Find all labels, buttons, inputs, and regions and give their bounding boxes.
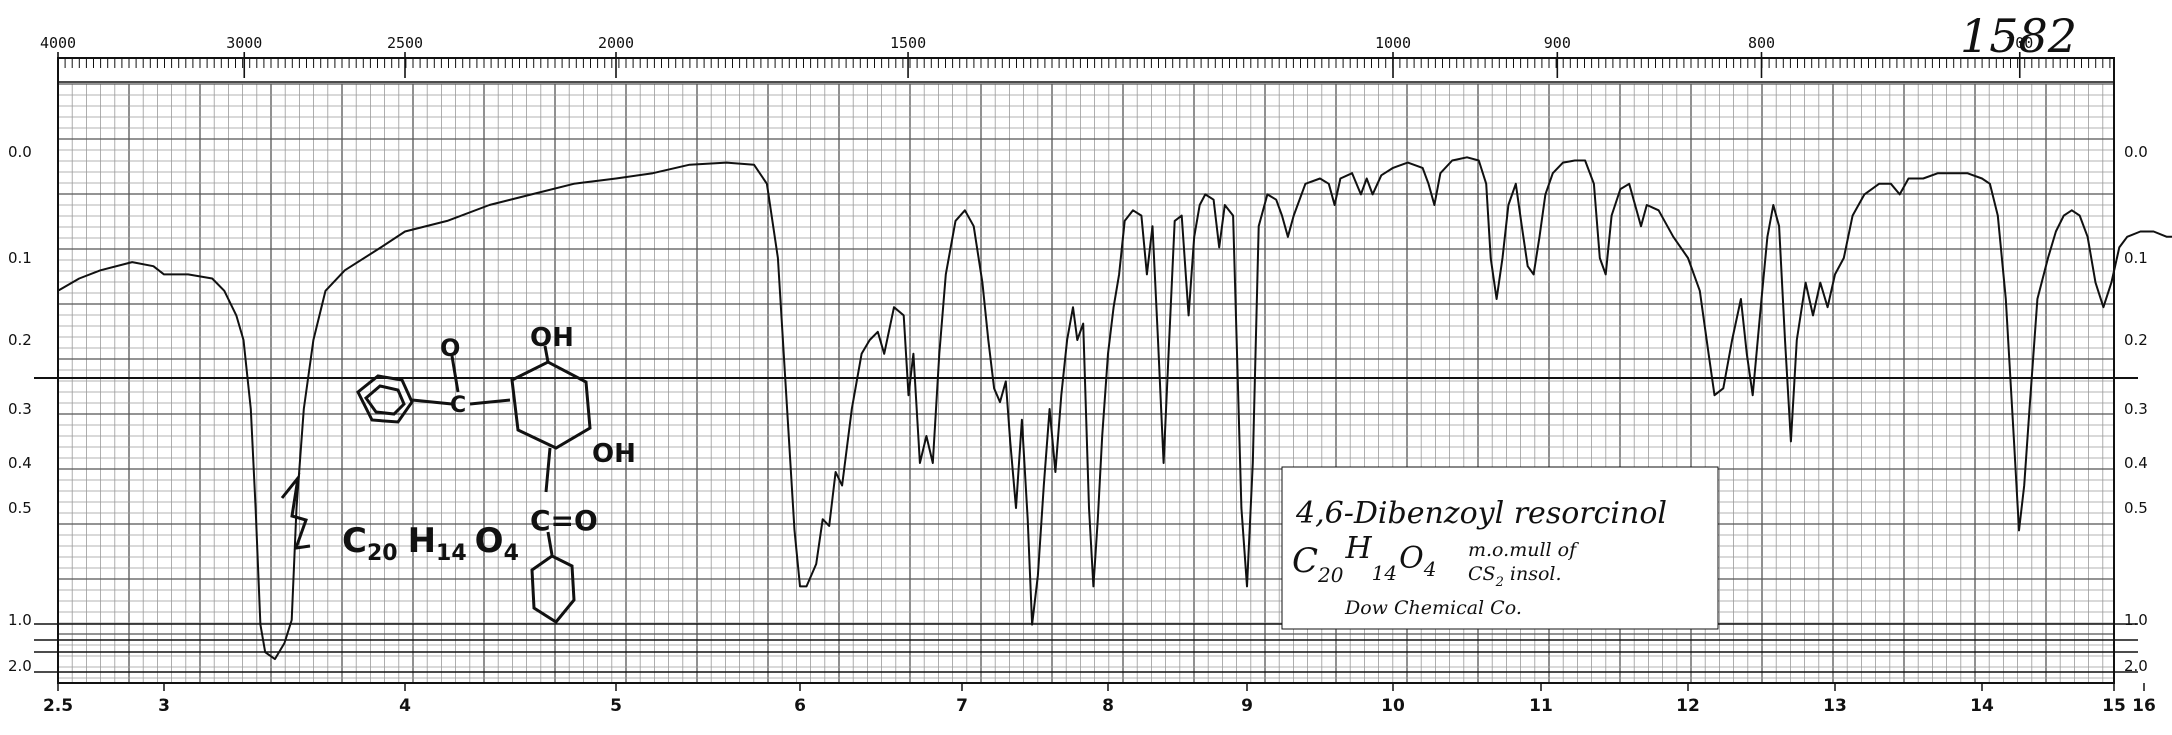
sketch-phenyl-ring-bottom bbox=[530, 554, 576, 624]
left-axis: 0.0 0.1 0.2 0.3 0.4 0.5 1.0 2.0 bbox=[8, 143, 32, 675]
sketch-carbonyl-top-label: O bbox=[440, 334, 460, 362]
left-axis-tick-label: 0.5 bbox=[8, 499, 32, 517]
left-axis-tick-label: 0.0 bbox=[8, 143, 32, 161]
structure-sketch bbox=[280, 345, 592, 624]
bottom-axis-tick-label: 2.5 bbox=[43, 696, 73, 716]
bottom-axis-tick-label: 11 bbox=[1529, 696, 1553, 716]
spectrum-number: 1582 bbox=[1960, 9, 2077, 63]
bottom-axis-tick-label: 14 bbox=[1970, 696, 1994, 716]
sketch-carbonyl-bottom-label: C=O bbox=[530, 504, 598, 537]
left-axis-tick-label: 1.0 bbox=[8, 611, 32, 629]
left-axis-tick-label: 0.3 bbox=[8, 400, 32, 418]
sketch-carbonyl-top-bond bbox=[450, 355, 460, 393]
top-axis-tick-label: 2000 bbox=[598, 34, 634, 52]
top-axis-tick-label: 700 bbox=[2006, 34, 2033, 52]
right-axis: 0.0 0.1 0.2 0.3 0.4 0.5 1.0 2.0 bbox=[2124, 143, 2148, 675]
sketch-bond-carbon-to-core bbox=[469, 398, 511, 406]
note-box bbox=[1281, 466, 1719, 630]
bottom-axis-tick-label: 13 bbox=[1823, 696, 1847, 716]
top-axis-tick-label: 2500 bbox=[387, 34, 423, 52]
sketch-carbonyl-top-c-label: C bbox=[450, 393, 466, 418]
bottom-axis: 2.5 3 4 5 6 7 8 9 10 11 12 13 14 15 16 bbox=[43, 683, 2156, 716]
sketch-oh-top-bond bbox=[543, 345, 550, 363]
bottom-axis-tick-label: 10 bbox=[1381, 696, 1405, 716]
right-axis-tick-label: 0.3 bbox=[2124, 400, 2148, 418]
sketch-oh-top-label: OH bbox=[530, 323, 574, 353]
top-axis: 4000 3000 2500 2000 1500 1000 900 800 700 bbox=[40, 34, 2111, 78]
bottom-axis-tick-label: 6 bbox=[794, 696, 806, 716]
note-formula: C20H14O4 bbox=[1292, 531, 1436, 587]
plot-frame-border bbox=[57, 57, 2115, 684]
note-sample-line-2: CS2 insol. bbox=[1468, 563, 1562, 590]
sketch-phenyl-inner-top bbox=[363, 384, 406, 416]
plot-frame bbox=[57, 57, 2115, 684]
right-axis-tick-label: 0.2 bbox=[2124, 331, 2148, 349]
sketch-oh-side-label: OH bbox=[592, 439, 636, 469]
top-axis-tick-label: 900 bbox=[1544, 34, 1571, 52]
left-axis-tick-label: 0.1 bbox=[8, 249, 32, 267]
right-axis-tick-label: 0.4 bbox=[2124, 454, 2148, 472]
bottom-axis-tick-label: 9 bbox=[1241, 696, 1253, 716]
left-axis-tick-label: 0.4 bbox=[8, 454, 32, 472]
top-axis-tick-label: 1500 bbox=[890, 34, 926, 52]
bottom-axis-tick-label: 7 bbox=[956, 696, 968, 716]
bottom-axis-tick-label: 12 bbox=[1676, 696, 1700, 716]
note-lab: Dow Chemical Co. bbox=[1344, 597, 1522, 619]
bottom-axis-tick-label: 4 bbox=[399, 696, 411, 716]
sketch-phenyl-ring-top bbox=[356, 374, 414, 424]
right-axis-tick-label: 0.1 bbox=[2124, 249, 2148, 267]
sketch-formula: C20 H14 O4 bbox=[342, 521, 519, 566]
bottom-axis-tick-label: 3 bbox=[158, 696, 170, 716]
right-axis-tick-label: 2.0 bbox=[2124, 657, 2148, 675]
sketch-scribble-band bbox=[280, 472, 311, 550]
sketch-core-to-carbonyl bbox=[544, 447, 552, 493]
bottom-axis-tick-label: 15 bbox=[2102, 696, 2126, 716]
spectrum-line bbox=[57, 156, 2172, 661]
bottom-axis-tick-label: 16 bbox=[2132, 696, 2156, 716]
note-compound-name: 4,6-Dibenzoyl resorcinol bbox=[1295, 496, 1667, 531]
right-axis-tick-label: 1.0 bbox=[2124, 611, 2148, 629]
sketch-carbonyl-to-phenyl bbox=[546, 531, 554, 556]
note-sample-line-1: m.o.mull of bbox=[1468, 539, 1579, 561]
top-axis-tick-label: 800 bbox=[1748, 34, 1775, 52]
right-axis-tick-label: 0.0 bbox=[2124, 143, 2148, 161]
bottom-axis-tick-label: 8 bbox=[1102, 696, 1114, 716]
left-axis-tick-label: 0.2 bbox=[8, 331, 32, 349]
series-layer bbox=[57, 156, 2172, 661]
top-axis-tick-label: 1000 bbox=[1375, 34, 1411, 52]
top-axis-tick-label: 3000 bbox=[226, 34, 262, 52]
sketch-bond-ring-to-carbon bbox=[411, 398, 453, 406]
top-axis-tick-label: 4000 bbox=[40, 34, 76, 52]
left-axis-tick-label: 2.0 bbox=[8, 657, 32, 675]
bottom-axis-tick-label: 5 bbox=[610, 696, 622, 716]
right-axis-tick-label: 0.5 bbox=[2124, 499, 2148, 517]
